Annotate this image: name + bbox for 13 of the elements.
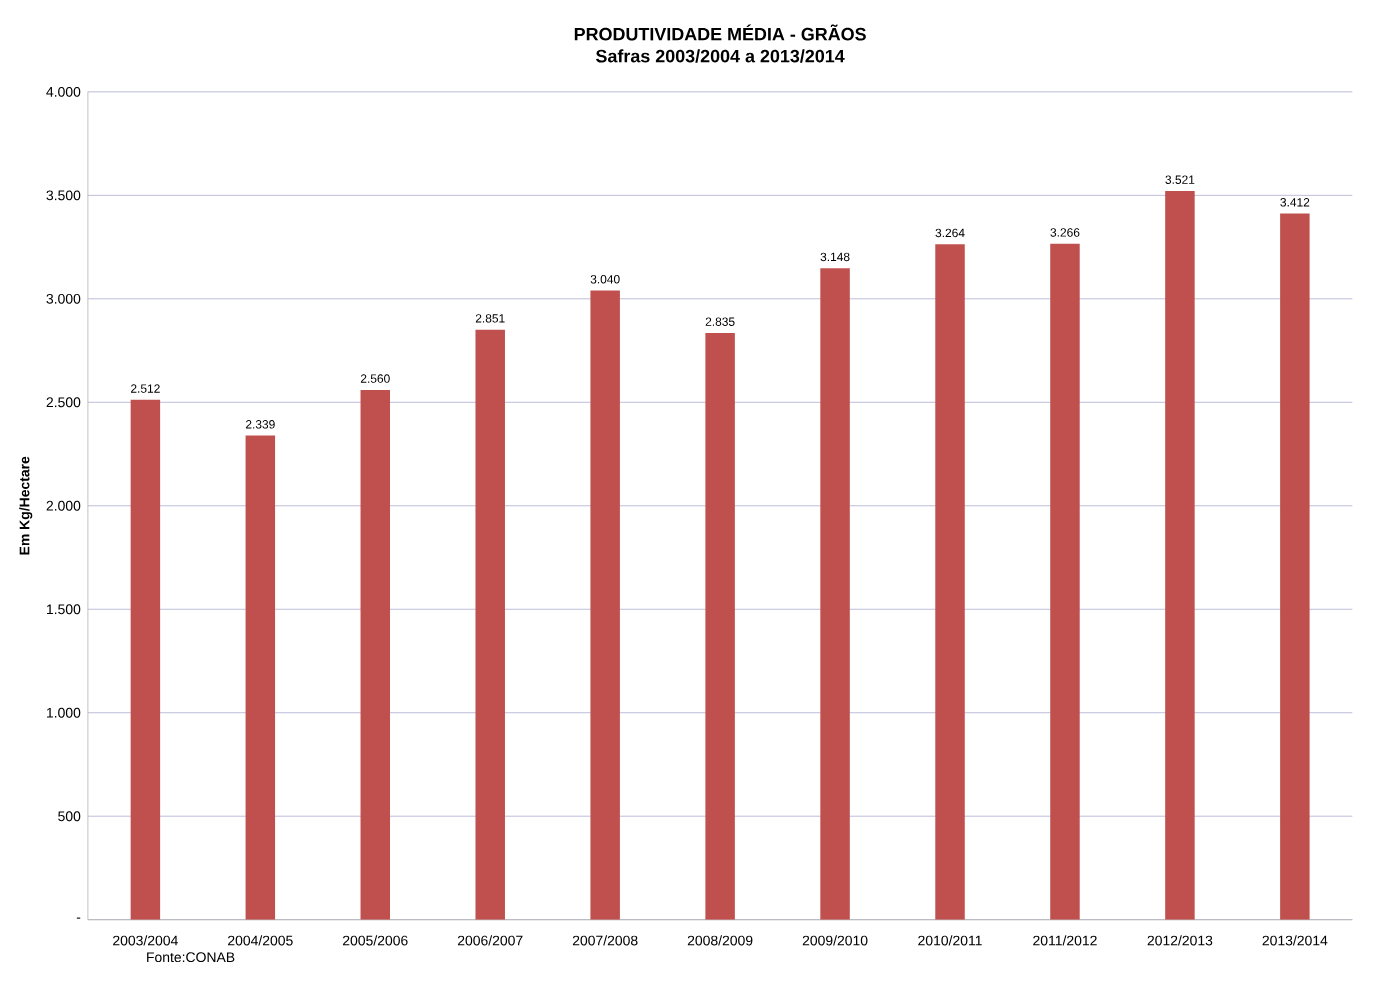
bar	[360, 389, 391, 920]
bar	[1165, 190, 1195, 920]
bar	[1050, 243, 1080, 920]
bar	[590, 290, 620, 920]
bar	[1280, 213, 1310, 920]
bar	[130, 399, 161, 920]
bar	[475, 329, 505, 920]
chart-title: PRODUTIVIDADE MÉDIA - GRÃOS	[574, 24, 866, 41]
bar	[705, 332, 735, 920]
chart-subtitle: Safras 2003/2004 a 2013/2014	[595, 49, 845, 63]
bar	[245, 435, 276, 920]
bar	[820, 268, 850, 920]
bar	[935, 244, 965, 920]
